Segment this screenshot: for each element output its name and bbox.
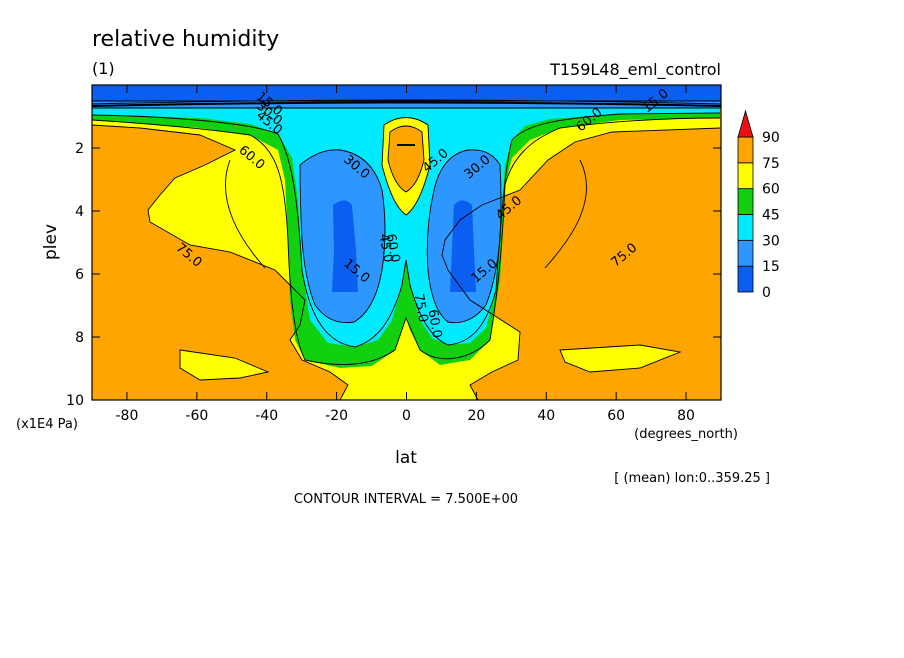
contour-line xyxy=(92,112,721,348)
contour-line xyxy=(92,101,721,107)
contour-line xyxy=(381,117,431,216)
band-0-15-east xyxy=(450,200,476,292)
equator-tongue-75 xyxy=(388,126,424,192)
averaging-note: [ (mean) lon:0..359.25 ] xyxy=(614,471,770,486)
contour-line xyxy=(544,159,587,269)
colorbar: 0 15 30 45 60 75 90 xyxy=(737,109,780,301)
chart-subtitle: (1) xyxy=(92,59,115,78)
colorbar-label: 15 xyxy=(762,259,780,275)
colorbar-swatch xyxy=(737,265,754,293)
y-tick-label: 6 xyxy=(75,267,84,283)
colorbar-label: 90 xyxy=(762,130,780,146)
contour-line xyxy=(92,117,721,365)
colorbar-swatch xyxy=(737,214,754,241)
colorbar-label: 30 xyxy=(762,233,780,249)
y-axis-label: plev xyxy=(41,224,61,260)
y-tick-label: 4 xyxy=(75,204,84,220)
contour-line xyxy=(92,99,721,105)
contour-line xyxy=(426,149,502,324)
y-axis-unit: (x1E4 Pa) xyxy=(16,417,78,432)
colorbar-swatch xyxy=(737,239,754,267)
x-tick-label: -80 xyxy=(116,408,139,424)
band-60-75-lower-left xyxy=(180,350,268,380)
y-axis: 10 8 6 4 2 xyxy=(66,141,721,409)
contour-label: 60.0 xyxy=(425,308,445,339)
colorbar-label: 75 xyxy=(762,156,780,172)
contour-line xyxy=(441,127,721,400)
contour-label: 60.0 xyxy=(383,233,403,264)
y-tick-label: 8 xyxy=(75,330,84,346)
x-tick-label: 80 xyxy=(677,408,695,424)
y-tick-label: 2 xyxy=(75,141,84,157)
x-tick-label: -40 xyxy=(255,408,278,424)
colorbar-label: 45 xyxy=(762,208,780,224)
band-0-15-west xyxy=(332,200,358,292)
colorbar-extension xyxy=(737,109,754,138)
x-axis: -80 -60 -40 -20 0 20 40 60 80 xyxy=(116,85,695,424)
x-tick-label: -60 xyxy=(185,408,208,424)
x-axis-label: lat xyxy=(395,448,417,468)
band-60-75-lower-right xyxy=(560,345,680,372)
contour-line xyxy=(387,125,425,193)
contour-line xyxy=(559,344,682,373)
x-tick-label: 40 xyxy=(537,408,555,424)
dataset-label: T159L48_eml_control xyxy=(549,60,721,80)
contour-line xyxy=(92,124,349,400)
contour-interval: CONTOUR INTERVAL = 7.500E+00 xyxy=(294,492,518,507)
contour-label: 45.0 xyxy=(376,233,396,264)
equator-tongue-60 xyxy=(382,117,430,215)
contour-line xyxy=(179,349,270,381)
x-tick-label: 20 xyxy=(467,408,485,424)
contour-label: 75.0 xyxy=(411,292,431,323)
x-axis-unit: (degrees_north) xyxy=(634,427,738,442)
x-tick-label: -20 xyxy=(325,408,348,424)
colorbar-swatch xyxy=(737,188,754,215)
x-tick-label: 60 xyxy=(607,408,625,424)
colorbar-label: 60 xyxy=(762,182,780,198)
band-30-45 xyxy=(92,108,720,347)
x-tick-label: 0 xyxy=(402,408,411,424)
colorbar-swatch xyxy=(737,136,754,164)
contour-line xyxy=(225,159,266,269)
colorbar-swatch xyxy=(737,162,754,190)
contour-field: 15.030.045.060.075.030.015.045.060.045.0… xyxy=(92,85,721,400)
contour-lines xyxy=(92,99,721,400)
y-tick-label: 10 xyxy=(66,393,84,409)
contour-line xyxy=(299,149,386,324)
chart-title: relative humidity xyxy=(92,27,279,52)
colorbar-label: 0 xyxy=(762,285,771,301)
